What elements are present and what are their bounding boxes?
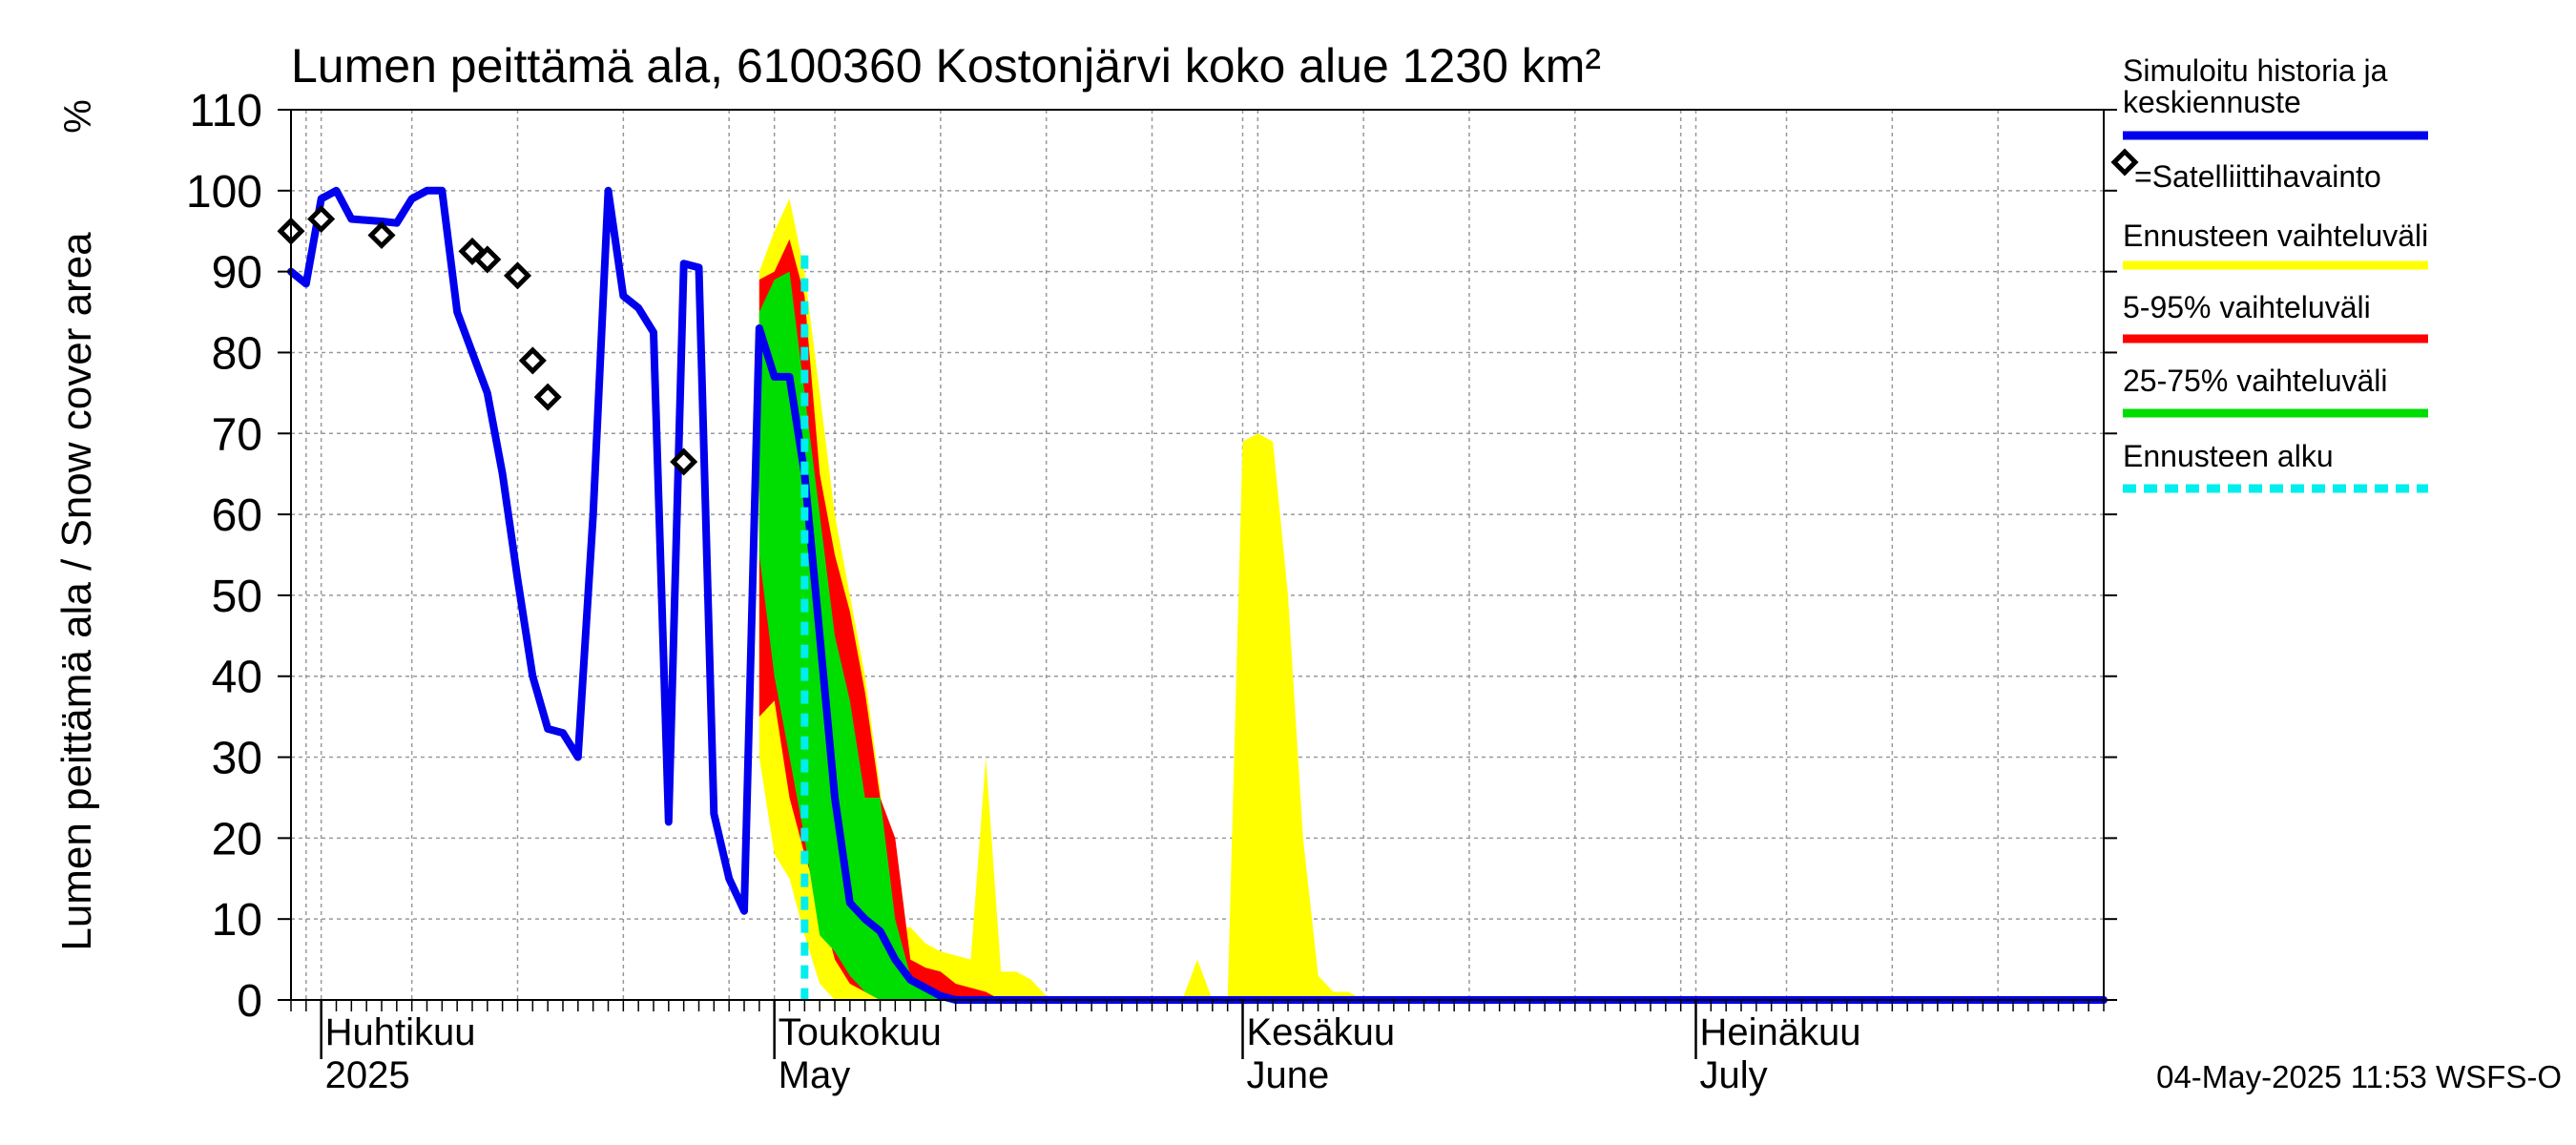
chart-title: Lumen peittämä ala, 6100360 Kostonjärvi … [291, 39, 1601, 93]
legend-label-history-line1: Simuloitu historia ja [2123, 53, 2388, 88]
plot-background [291, 110, 2104, 1000]
y-tick-label: 60 [212, 490, 262, 541]
y-tick-label: 80 [212, 328, 262, 379]
y-tick-label: 10 [212, 895, 262, 946]
band-25-75 [758, 271, 2104, 1001]
legend-label-5-95: 5-95% vaihteluväli [2123, 290, 2371, 324]
y-tick-label: 70 [212, 409, 262, 460]
observation-marker [518, 346, 547, 375]
x-month-label-en: 2025 [325, 1054, 410, 1096]
history-forecast-line [287, 186, 2108, 1004]
observation-marker [367, 220, 396, 250]
y-axis-label: Lumen peittämä ala / Snow cover area [53, 232, 100, 951]
legend-label-full-range: Ennusteen vaihteluväli [2123, 219, 2428, 253]
y-axis-unit: % [57, 99, 99, 134]
x-month-label-fi: Huhtikuu [325, 1011, 476, 1053]
x-month-label-fi: Heinäkuu [1700, 1011, 1861, 1053]
observation-marker [307, 204, 336, 234]
y-tick-label: 40 [212, 653, 262, 703]
legend-swatch-observation [2110, 148, 2139, 177]
observation-marker [473, 245, 502, 274]
forecast-bands [758, 198, 2104, 1001]
x-month-label-fi: Kesäkuu [1247, 1011, 1396, 1053]
x-month-label-en: May [779, 1054, 851, 1096]
history-line-group [287, 186, 2108, 1004]
satellite-observations [277, 204, 698, 476]
legend-label-25-75: 25-75% vaihteluväli [2123, 364, 2388, 398]
y-tick-label: 50 [212, 572, 262, 622]
y-tick-label: 30 [212, 734, 262, 784]
x-month-label-en: June [1247, 1054, 1330, 1096]
legend-label-observation: =Satelliittihavainto [2134, 159, 2381, 194]
y-tick-label: 20 [212, 814, 262, 864]
observation-marker [670, 448, 698, 476]
grid [291, 109, 2105, 1001]
timestamp-footer: 04-May-2025 11:53 WSFS-O [2156, 1059, 2562, 1094]
observation-marker [503, 261, 532, 290]
y-tick-label: 100 [186, 167, 262, 218]
x-month-label-fi: Toukokuu [779, 1011, 942, 1053]
y-tick-label: 90 [212, 248, 262, 299]
y-tick-label: 110 [189, 86, 262, 136]
observation-marker [533, 383, 562, 411]
y-tick-label: 0 [237, 976, 262, 1027]
x-month-label-en: July [1700, 1054, 1768, 1096]
legend-label-forecast-start: Ennusteen alku [2123, 439, 2334, 473]
legend-label-history-line2: keskiennuste [2123, 85, 2301, 119]
